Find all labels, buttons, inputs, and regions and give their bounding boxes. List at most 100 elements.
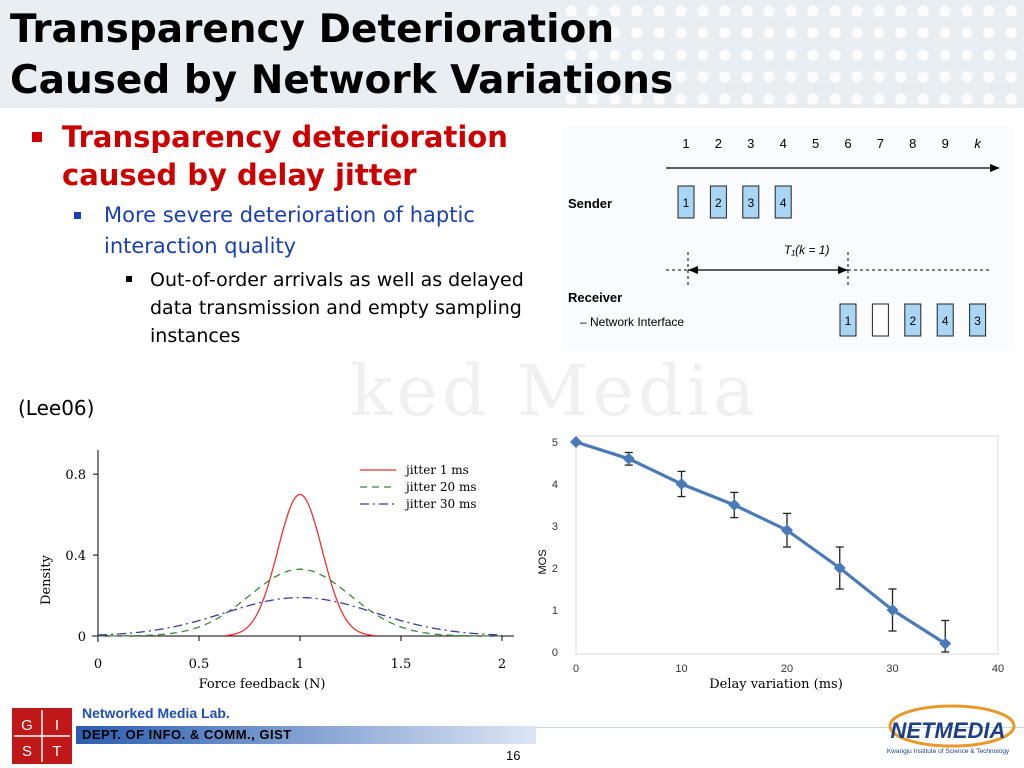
svg-text:Kwangju Institute of Science &: Kwangju Institute of Science & Technolog…	[887, 748, 1010, 755]
mos-y-tick-label: 5	[552, 437, 558, 449]
mos-plot-frame	[575, 435, 999, 655]
sender-packet-label: 3	[747, 196, 754, 210]
netmedia-logo: NETMEDIA Kwangju Institute of Science & …	[887, 704, 1016, 755]
density-x-tick-label: 0	[94, 657, 102, 672]
mos-x-axis-label: Delay variation (ms)	[709, 677, 843, 692]
density-legend-label: jitter 30 ms	[404, 497, 476, 511]
bullet-level-3: Out-of-order arrivals as well as delayed…	[26, 266, 546, 350]
sender-packets: 1 2 3 4	[677, 185, 792, 219]
title-bar	[0, 0, 1024, 108]
time-tick-label: 2	[715, 136, 722, 151]
bullet-level-2: More severe deterioration of haptic inte…	[26, 200, 546, 262]
square-bullet-icon	[126, 276, 132, 282]
square-bullet-icon	[74, 212, 81, 219]
mos-data-point	[886, 604, 899, 616]
mos-y-tick-label: 4	[552, 479, 558, 491]
sender-packet	[742, 185, 760, 219]
receiver-packet-label: 1	[845, 314, 852, 328]
mos-data-point	[939, 637, 952, 650]
svg-text:NETMEDIA: NETMEDIA	[891, 718, 1006, 743]
sender-packet	[774, 185, 792, 219]
interval-right-arrow-icon	[838, 266, 848, 274]
footer-divider	[78, 727, 1024, 728]
mos-data-point	[781, 524, 793, 537]
mos-x-tick-label: 10	[675, 663, 687, 675]
background-watermark: ked Media	[350, 350, 759, 432]
mos-y-tick-label: 1	[552, 605, 558, 617]
interval-label: T₁(k = 1)	[784, 243, 829, 257]
mos-y-tick-label: 2	[552, 563, 558, 575]
sender-packet-label: 2	[715, 196, 722, 210]
bullet-level-1: Transparency deterioration caused by del…	[26, 118, 546, 194]
time-tick-label: 7	[877, 136, 884, 151]
mos-x-tick-label: 30	[886, 663, 898, 675]
density-legend-label: jitter 20 ms	[404, 480, 476, 494]
density-x-axis-label: Force feedback (N)	[199, 677, 326, 692]
receiver-sublabel: – Network Interface	[580, 315, 684, 329]
page-number: 16	[506, 748, 521, 763]
interval-left-arrow-icon	[688, 266, 698, 274]
mos-data-point	[675, 478, 688, 490]
density-y-tick-label: 0.4	[65, 549, 86, 564]
bullet-level-3-text: Out-of-order arrivals as well as delayed…	[150, 269, 524, 347]
density-chart: Force feedback (N) Density 0 0.5 1 1.5 2 0 0.4…	[34, 440, 518, 696]
svg-text:T: T	[52, 743, 61, 760]
mos-series-line	[575, 440, 947, 645]
mos-x-tick-label: 0	[573, 663, 579, 675]
time-tick-label: 4	[780, 136, 787, 151]
time-axis-ticks: 1 2 3 4 5 6 7 8 9 k	[682, 136, 982, 151]
time-tick-label: k	[974, 136, 982, 151]
mos-y-tick-label: 0	[552, 647, 558, 659]
bullet-list: Transparency deterioration caused by del…	[26, 118, 546, 350]
time-tick-label: 6	[844, 136, 851, 151]
time-tick-label: 9	[942, 136, 949, 151]
svg-text:I: I	[55, 717, 59, 734]
receiver-packet-label: 4	[942, 314, 949, 328]
density-x-tick-label: 1.5	[391, 657, 412, 672]
svg-text:G: G	[21, 717, 33, 734]
mos-data-point	[622, 452, 635, 465]
mos-x-tick-label: 20	[781, 663, 793, 675]
sender-packet-label: 4	[780, 196, 787, 210]
square-bullet-icon	[32, 132, 42, 142]
density-series-line	[98, 568, 502, 637]
receiver-packets: 1 2 4 3	[839, 303, 987, 337]
time-tick-label: 8	[909, 136, 916, 151]
sender-label: Sender	[568, 196, 612, 211]
sender-packet	[709, 185, 727, 219]
time-axis-arrow-icon	[990, 164, 1000, 172]
receiver-packet	[839, 303, 857, 337]
receiver-packet	[936, 303, 954, 337]
mos-x-tick-label: 40	[992, 663, 1004, 675]
empty-sample-slot	[871, 303, 889, 337]
timing-diagram: 1 2 3 4 5 6 7 8 9 k Sender 1 2 3 4 T₁(k = 1) Receive…	[562, 126, 1014, 350]
slide-title: Transparency Deterioration Caused by Net…	[10, 4, 673, 106]
bullet-level-2-text: More severe deterioration of haptic inte…	[104, 203, 475, 258]
time-tick-label: 5	[812, 136, 819, 151]
density-y-axis-label: Density	[39, 554, 54, 605]
density-y-tick-label: 0	[78, 630, 86, 645]
density-x-tick-label: 2	[498, 657, 506, 672]
density-y-tick-label: 0.8	[65, 468, 86, 483]
sender-packet-label: 1	[683, 196, 690, 210]
density-x-tick-label: 1	[296, 657, 304, 672]
citation: (Lee06)	[18, 396, 95, 420]
density-legend-label: jitter 1 ms	[404, 463, 469, 477]
mos-chart: Delay variation (ms) MOS 0 10 20 30 40 0 1 2 3 4 5	[526, 432, 1020, 694]
slide-title-line-2: Caused by Network Variations	[10, 58, 674, 103]
receiver-label: Receiver	[568, 290, 622, 305]
gist-logo: G I S T	[12, 708, 72, 764]
dept-name: DEPT. OF INFO. & COMM., GIST	[82, 727, 292, 742]
density-series-line	[97, 596, 503, 636]
dept-banner: DEPT. OF INFO. & COMM., GIST	[76, 726, 536, 744]
time-tick-label: 1	[682, 136, 689, 151]
bullet-level-1-text: Transparency deterioration caused by del…	[62, 120, 508, 192]
mos-data-point	[728, 499, 741, 511]
receiver-packet	[969, 303, 987, 337]
receiver-packet-label: 2	[909, 314, 916, 328]
svg-text:S: S	[22, 743, 32, 760]
density-series-line	[225, 493, 375, 637]
mos-data-point	[833, 562, 846, 574]
density-x-tick-label: 0.5	[189, 657, 210, 672]
mos-data-point	[570, 436, 582, 448]
